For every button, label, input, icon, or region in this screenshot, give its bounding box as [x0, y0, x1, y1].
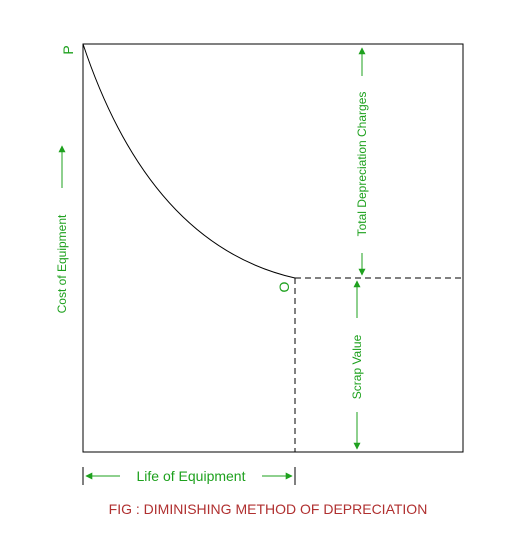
x-axis-label: Life of Equipment — [137, 468, 246, 484]
y-axis-label: Cost of Equipment — [55, 214, 69, 313]
scrap-value-label: Scrap Value — [350, 334, 364, 399]
figure-caption: FIG : DIMINISHING METHOD OF DEPRECIATION — [109, 501, 428, 517]
plot-frame — [82, 43, 464, 453]
point-o-label: O — [276, 281, 292, 292]
depreciation-curve — [82, 43, 296, 279]
total-depreciation-label: Total Depreciation Charges — [355, 92, 369, 237]
point-p-label: P — [60, 45, 76, 54]
